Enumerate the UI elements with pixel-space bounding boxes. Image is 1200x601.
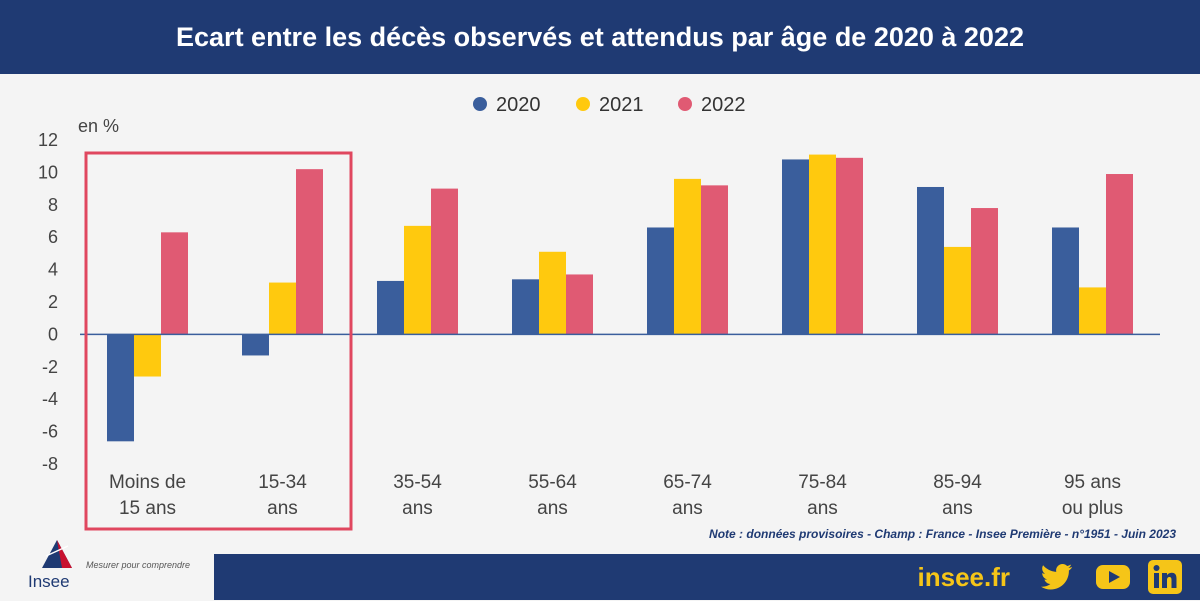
y-tick-label: 10 (38, 162, 58, 182)
legend-label-2020: 2020 (496, 94, 541, 116)
bar-2020-3 (512, 279, 539, 335)
x-tick-label: ans (267, 498, 298, 519)
y-tick-label: 6 (48, 227, 58, 247)
logo-name: Insee (28, 572, 70, 591)
bar-2020-7 (1052, 227, 1079, 335)
x-tick-label: Moins de (109, 472, 186, 493)
x-tick-label: 35-54 (393, 472, 442, 493)
y-tick-label: -8 (42, 454, 58, 474)
x-tick-label: 65-74 (663, 472, 712, 493)
legend-marker-2021 (576, 97, 590, 111)
x-tick-label: ans (672, 498, 703, 519)
bar-2021-4 (674, 178, 701, 335)
logo-tagline: Mesurer pour comprendre (86, 560, 191, 570)
bar-2021-2 (404, 225, 431, 335)
bar-2022-7 (1106, 174, 1133, 335)
source-note: Note : données provisoires - Champ : Fra… (709, 527, 1176, 541)
bar-2022-3 (566, 274, 593, 335)
bar-2022-0 (161, 232, 188, 335)
bar-chart: 2020 2021 2022 en % 12 10 8 6 4 2 0 -2 -4 -6 -8 Moins d… (38, 94, 1160, 531)
x-tick-label: ou plus (1062, 498, 1123, 519)
highlight-box (84, 151, 353, 531)
bar-2020-2 (377, 280, 404, 335)
bar-2020-1 (242, 334, 269, 356)
bar-2020-0 (107, 334, 134, 442)
legend-marker-2022 (678, 97, 692, 111)
bar-2021-5 (809, 154, 836, 335)
linkedin-icon[interactable] (1146, 558, 1184, 596)
bar-2022-2 (431, 188, 458, 335)
bar-2022-6 (971, 208, 998, 335)
bar-2022-4 (701, 185, 728, 335)
bar-2021-0 (134, 334, 161, 377)
x-tick-label: 85-94 (933, 472, 982, 493)
bar-2021-3 (539, 251, 566, 335)
y-tick-label: 0 (48, 324, 58, 344)
chart-title-banner: Ecart entre les décès observés et attend… (0, 0, 1200, 74)
insee-logo-mark-icon (42, 540, 72, 568)
legend-marker-2020 (473, 97, 487, 111)
x-tick-label: 75-84 (798, 472, 847, 493)
bar-2022-1 (296, 169, 323, 335)
x-tick-label: ans (537, 498, 568, 519)
y-axis-label: en % (78, 116, 119, 136)
insee-logo[interactable]: Insee Mesurer pour comprendre (26, 538, 216, 596)
y-tick-label: 8 (48, 195, 58, 215)
y-tick-label: -4 (42, 389, 58, 409)
y-tick-label: 2 (48, 292, 58, 312)
chart-title: Ecart entre les décès observés et attend… (176, 21, 1024, 52)
y-tick-label: 12 (38, 130, 58, 150)
x-tick-label: ans (942, 498, 973, 519)
site-link[interactable]: insee.fr (917, 561, 1011, 592)
bar-2022-5 (836, 157, 863, 335)
x-tick-label: 15 ans (119, 498, 176, 519)
twitter-icon[interactable] (1038, 558, 1076, 596)
x-tick-label: 95 ans (1064, 472, 1121, 493)
x-tick-label: 55-64 (528, 472, 577, 493)
legend-label-2021: 2021 (599, 94, 644, 116)
x-tick-label: ans (807, 498, 838, 519)
bar-2021-1 (269, 282, 296, 335)
footer-bar (214, 554, 1200, 600)
bar-2020-6 (917, 186, 944, 335)
x-tick-label: ans (402, 498, 433, 519)
bar-2020-5 (782, 159, 809, 335)
bar-2021-6 (944, 246, 971, 335)
x-tick-label: 15-34 (258, 472, 307, 493)
y-tick-label: -6 (42, 422, 58, 442)
bar-2021-7 (1079, 287, 1106, 335)
legend-label-2022: 2022 (701, 94, 746, 116)
y-tick-label: 4 (48, 260, 58, 280)
y-tick-label: -2 (42, 357, 58, 377)
bar-2020-4 (647, 227, 674, 335)
youtube-icon[interactable] (1094, 558, 1132, 596)
